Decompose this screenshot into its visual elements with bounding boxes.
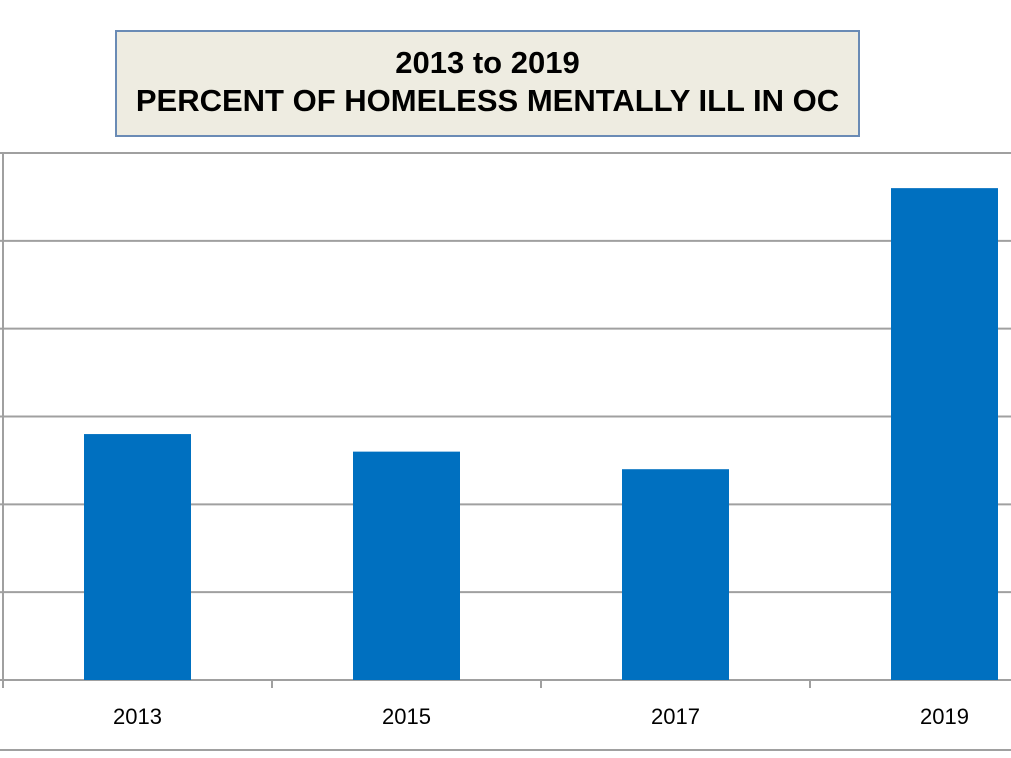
chart-title-box: 2013 to 2019 PERCENT OF HOMELESS MENTALL…	[115, 30, 860, 137]
chart-title-line-2: PERCENT OF HOMELESS MENTALLY ILL IN OC	[135, 83, 840, 118]
x-tick-labels: 2013 2015 2017 2019	[113, 704, 969, 729]
chart-title-line-1: 2013 to 2019	[395, 45, 580, 80]
x-axis	[2, 153, 811, 688]
x-tick-label: 2019	[920, 704, 969, 729]
bar-2013	[84, 434, 191, 680]
x-tick-label: 2015	[382, 704, 431, 729]
x-tick-label: 2013	[113, 704, 162, 729]
bars	[84, 188, 998, 680]
bar-2019	[891, 188, 998, 680]
bar-2015	[353, 451, 460, 680]
bar-2017	[622, 469, 729, 680]
x-tick-label: 2017	[651, 704, 700, 729]
